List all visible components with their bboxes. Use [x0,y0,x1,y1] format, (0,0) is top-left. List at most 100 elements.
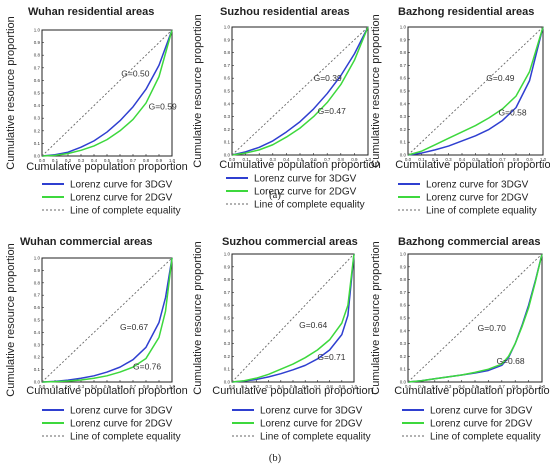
x-tick-label: 0.4 [283,157,290,162]
legend-entry: Lorenz curve for 3DGV [70,406,173,417]
y-tick-label: 0.6 [224,303,231,308]
y-tick-label: 0.6 [400,303,407,308]
x-tick-label: 0.3 [265,384,272,389]
x-tick-label: 0.5 [297,157,304,162]
x-tick-label: 0.2 [432,384,439,389]
gini-annotation: G=0.68 [496,356,524,366]
y-tick-label: 0.2 [34,128,41,133]
y-tick-label: 0.5 [400,316,407,321]
chart-panel-a1: Wuhan residential areas 0.00.0 0.1 0.1 0.2 0.… [5,6,188,217]
y-axis-label: Cumulative resource proportion [192,241,204,394]
x-tick-label: 0.8 [143,158,150,163]
legend-entry: Lorenz curve for 3DGV [426,180,529,191]
series-line-equality [231,26,369,156]
chart-panel-a2: Suzhou residential areas 0.00.0 0.1 0.1 0.2 0… [192,6,381,211]
x-tick-label: 0.9 [351,157,358,162]
x-tick-label: 0.2 [65,158,72,163]
y-tick-label: 0.1 [34,367,41,372]
gini-annotation: G=0.50 [121,69,149,79]
y-tick-label: 0.6 [224,76,231,81]
x-tick-label: 0.0 [229,157,236,162]
x-tick-label: 0.2 [256,157,263,162]
gini-annotation: G=0.39 [314,73,342,83]
y-axis-label: Cumulative resource proportion [192,14,204,167]
x-tick-label: 0.6 [310,157,317,162]
y-tick-label: 0.4 [34,330,41,335]
legend-entry: Line of complete equality [260,432,371,443]
gini-annotation: G=0.49 [486,73,514,83]
y-tick-label: 0.3 [400,341,407,346]
y-tick-label: 0.9 [34,268,41,273]
x-tick-label: 0.8 [338,157,345,162]
y-tick-label: 0.6 [34,78,41,83]
y-tick-label: 0.0 [224,380,231,385]
y-tick-label: 0.2 [400,354,407,359]
series-line-3dgv [231,253,355,383]
x-tick-label: 0.1 [52,158,59,163]
y-tick-label: 0.9 [400,37,407,42]
x-tick-label: 1.0 [540,157,547,162]
series-line-equality [41,29,173,157]
series-line-equality [407,253,543,383]
x-tick-label: 0.6 [117,158,124,163]
x-tick-label: 0.1 [242,157,249,162]
series-line-2dgv [41,29,173,157]
x-tick-label: 0.7 [499,157,506,162]
series-line-equality [41,257,173,383]
x-tick-label: 0.7 [499,384,506,389]
x-tick-label: 1.0 [539,384,546,389]
y-tick-label: 0.1 [224,140,231,145]
x-tick-label: 0.2 [65,384,72,389]
legend-entry: Lorenz curve for 3DGV [254,174,357,185]
x-tick-label: 0.7 [324,157,331,162]
x-tick-label: 1.0 [351,384,358,389]
series-line-2dgv [231,26,369,156]
y-tick-label: 0.7 [224,290,231,295]
legend-entry: Lorenz curve for 3DGV [430,406,533,417]
x-tick-label: 0.1 [241,384,248,389]
series-line-3dgv [231,26,369,156]
y-tick-label: 0.0 [34,380,41,385]
gini-annotation: G=0.64 [299,320,327,330]
x-tick-label: 0.5 [104,384,111,389]
y-tick-label: 0.8 [224,50,231,55]
y-tick-label: 0.8 [224,277,231,282]
y-tick-label: 0.2 [224,127,231,132]
chart-panel-a3: Bazhong residential areas 0.00.0 0.1 0.1 0.2… [370,6,550,217]
y-axis-label: Cumulative resource proportion [5,16,17,169]
y-tick-label: 0.2 [224,354,231,359]
x-tick-label: 0.0 [229,384,236,389]
x-tick-label: 0.9 [156,384,163,389]
x-tick-label: 0.0 [39,158,46,163]
chart-title: Wuhan commercial areas [20,236,152,248]
chart-title: Bazhong residential areas [398,6,534,18]
legend-entry: Line of complete equality [70,206,181,217]
y-tick-label: 0.9 [34,40,41,45]
legend-entry: Line of complete equality [426,206,537,217]
y-tick-label: 0.8 [400,277,407,282]
gini-annotation: G=0.76 [133,362,161,372]
y-tick-label: 0.4 [224,101,231,106]
x-tick-label: 0.6 [302,384,309,389]
x-tick-label: 0.0 [405,384,412,389]
y-tick-label: 0.3 [34,342,41,347]
series-line-2dgv [231,253,355,383]
x-tick-label: 0.8 [512,384,519,389]
y-tick-label: 1.0 [224,25,231,30]
legend-entry: Lorenz curve for 3DGV [260,406,363,417]
x-tick-label: 0.3 [445,157,452,162]
x-axis-label: Cumulative population proportion [26,161,187,173]
series-line-3dgv [41,29,173,157]
y-axis-label: Cumulative resource proportion [370,241,382,394]
y-tick-label: 0.3 [34,116,41,121]
x-tick-label: 0.5 [290,384,297,389]
y-tick-label: 0.4 [400,328,407,333]
x-tick-label: 0.1 [418,157,425,162]
gini-annotation: G=0.70 [478,323,506,333]
series-line-2dgv [41,257,173,383]
x-tick-label: 0.8 [513,157,520,162]
x-tick-label: 0.4 [458,384,465,389]
x-tick-label: 0.9 [525,384,532,389]
x-tick-label: 1.0 [169,384,176,389]
y-tick-label: 1.0 [400,25,407,30]
